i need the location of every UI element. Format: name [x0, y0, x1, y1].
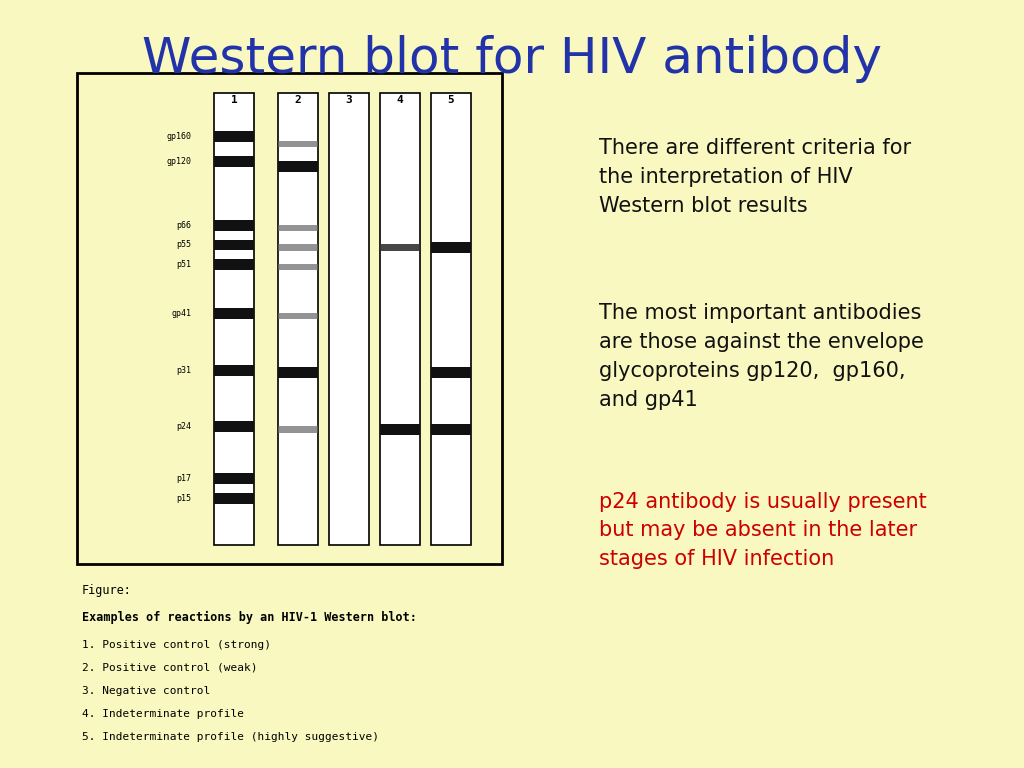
- Text: p24: p24: [176, 422, 191, 432]
- Text: 3: 3: [345, 95, 352, 105]
- Bar: [380, 243, 420, 251]
- Bar: [278, 224, 318, 231]
- Text: 1: 1: [230, 95, 238, 105]
- Bar: [214, 240, 254, 250]
- Text: 1. Positive control (strong): 1. Positive control (strong): [82, 640, 271, 650]
- Bar: [329, 93, 369, 545]
- Text: p66: p66: [176, 221, 191, 230]
- Bar: [214, 93, 254, 545]
- Text: 5. Indeterminate profile (highly suggestive): 5. Indeterminate profile (highly suggest…: [82, 732, 379, 742]
- Text: p31: p31: [176, 366, 191, 375]
- Bar: [380, 424, 420, 435]
- Bar: [278, 264, 318, 270]
- Bar: [278, 93, 318, 545]
- Bar: [278, 244, 318, 250]
- Bar: [430, 242, 471, 253]
- Text: p55: p55: [176, 240, 191, 250]
- Bar: [214, 260, 254, 270]
- Text: p17: p17: [176, 474, 191, 483]
- Text: gp120: gp120: [167, 157, 191, 166]
- Text: gp41: gp41: [172, 310, 191, 318]
- Bar: [214, 309, 254, 319]
- Text: There are different criteria for
the interpretation of HIV
Western blot results: There are different criteria for the int…: [599, 138, 911, 216]
- Bar: [214, 131, 254, 142]
- Bar: [430, 93, 471, 545]
- Text: p24 antibody is usually present
but may be absent in the later
stages of HIV inf: p24 antibody is usually present but may …: [599, 492, 927, 569]
- Bar: [380, 93, 420, 545]
- Text: 4. Indeterminate profile: 4. Indeterminate profile: [82, 709, 244, 719]
- Text: 2: 2: [295, 95, 301, 105]
- Text: 3. Negative control: 3. Negative control: [82, 686, 210, 696]
- Bar: [278, 367, 318, 378]
- Bar: [278, 313, 318, 319]
- Bar: [214, 473, 254, 484]
- Bar: [430, 367, 471, 378]
- Bar: [278, 161, 318, 172]
- Text: 2. Positive control (weak): 2. Positive control (weak): [82, 663, 257, 673]
- Text: Examples of reactions by an HIV-1 Western blot:: Examples of reactions by an HIV-1 Wester…: [82, 611, 417, 624]
- Bar: [214, 220, 254, 230]
- Text: gp160: gp160: [167, 132, 191, 141]
- Bar: [430, 424, 471, 435]
- Text: p15: p15: [176, 494, 191, 502]
- Bar: [278, 141, 318, 147]
- Text: The most important antibodies
are those against the envelope
glycoproteins gp120: The most important antibodies are those …: [599, 303, 924, 410]
- Text: 5: 5: [447, 95, 454, 105]
- Text: 4: 4: [396, 95, 403, 105]
- Text: Figure:: Figure:: [82, 584, 132, 597]
- Text: p51: p51: [176, 260, 191, 269]
- Bar: [214, 365, 254, 376]
- Text: Western blot for HIV antibody: Western blot for HIV antibody: [142, 35, 882, 83]
- Bar: [214, 493, 254, 504]
- Bar: [214, 422, 254, 432]
- Bar: [278, 426, 318, 432]
- Bar: [214, 156, 254, 167]
